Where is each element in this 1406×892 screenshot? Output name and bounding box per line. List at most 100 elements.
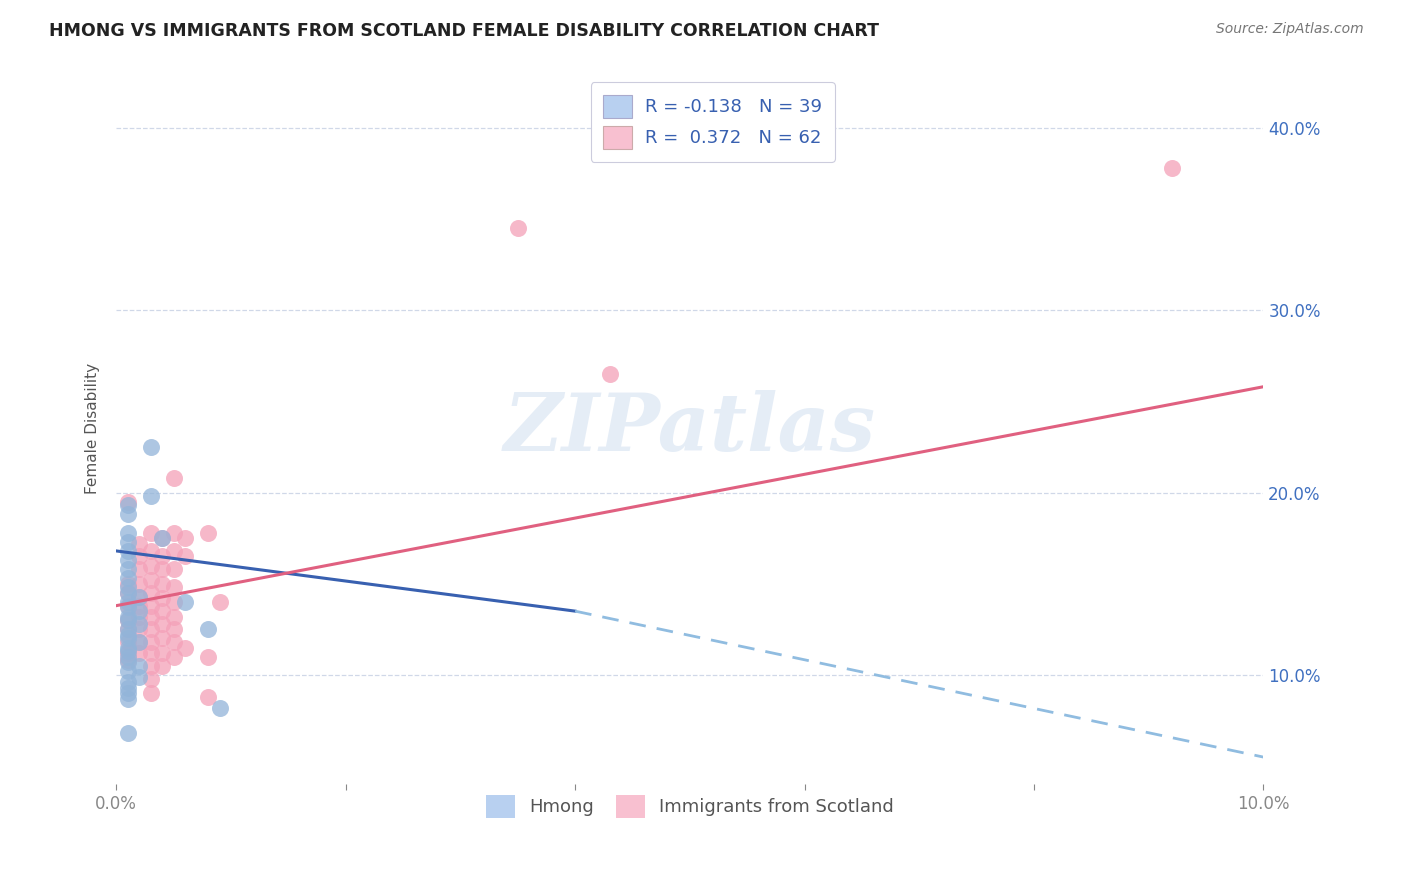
Text: Source: ZipAtlas.com: Source: ZipAtlas.com [1216,22,1364,37]
Point [139,646,162,660]
Point [117,623,139,637]
Point [117,613,139,627]
Point [174,531,197,545]
Point [117,586,139,600]
Point [139,658,162,673]
Point [599,367,621,381]
Point [139,623,162,637]
Point [117,649,139,664]
Point [150,531,173,545]
Point [150,549,173,564]
Point [506,221,529,235]
Point [174,549,197,564]
Y-axis label: Female Disability: Female Disability [86,363,100,494]
Point [117,586,139,600]
Point [117,628,139,642]
Text: HMONG VS IMMIGRANTS FROM SCOTLAND FEMALE DISABILITY CORRELATION CHART: HMONG VS IMMIGRANTS FROM SCOTLAND FEMALE… [49,22,879,40]
Point [128,635,150,649]
Point [139,489,162,503]
Point [150,562,173,576]
Point [117,640,139,655]
Point [117,726,139,740]
Point [197,649,219,664]
Point [128,549,150,564]
Point [117,534,139,549]
Point [174,640,197,655]
Point [117,544,139,558]
Point [128,623,150,637]
Point [117,576,139,591]
Point [117,646,139,660]
Point [117,653,139,667]
Point [139,573,162,587]
Point [128,616,150,631]
Point [162,649,184,664]
Legend: Hmong, Immigrants from Scotland: Hmong, Immigrants from Scotland [478,788,901,825]
Point [150,658,173,673]
Point [128,635,150,649]
Point [117,571,139,585]
Point [139,599,162,613]
Point [139,609,162,624]
Point [128,562,150,576]
Point [150,531,173,545]
Point [117,581,139,595]
Point [139,440,162,454]
Point [128,576,150,591]
Point [162,544,184,558]
Point [128,670,150,684]
Point [128,609,150,624]
Point [117,623,139,637]
Point [150,632,173,646]
Point [150,576,173,591]
Point [117,681,139,695]
Point [128,536,150,550]
Point [162,609,184,624]
Point [162,471,184,485]
Point [139,686,162,700]
Point [117,635,139,649]
Point [128,590,150,604]
Point [128,646,150,660]
Point [162,595,184,609]
Point [117,600,139,615]
Point [208,595,231,609]
Point [128,590,150,604]
Point [117,665,139,679]
Point [117,609,139,624]
Point [139,558,162,573]
Point [117,595,139,609]
Point [117,675,139,690]
Point [150,646,173,660]
Point [117,499,139,513]
Point [139,544,162,558]
Point [128,599,150,613]
Point [150,616,173,631]
Point [117,686,139,700]
Point [117,632,139,646]
Point [150,604,173,618]
Point [117,691,139,706]
Point [162,635,184,649]
Point [117,644,139,658]
Point [117,613,139,627]
Point [117,525,139,540]
Point [117,655,139,669]
Point [117,599,139,613]
Point [139,635,162,649]
Point [197,525,219,540]
Point [139,672,162,686]
Point [197,690,219,704]
Point [139,586,162,600]
Point [128,604,150,618]
Point [1160,161,1182,175]
Point [117,553,139,567]
Point [139,525,162,540]
Point [150,591,173,606]
Point [162,562,184,576]
Point [162,623,184,637]
Point [208,701,231,715]
Point [128,658,150,673]
Point [174,595,197,609]
Text: ZIPatlas: ZIPatlas [503,390,876,467]
